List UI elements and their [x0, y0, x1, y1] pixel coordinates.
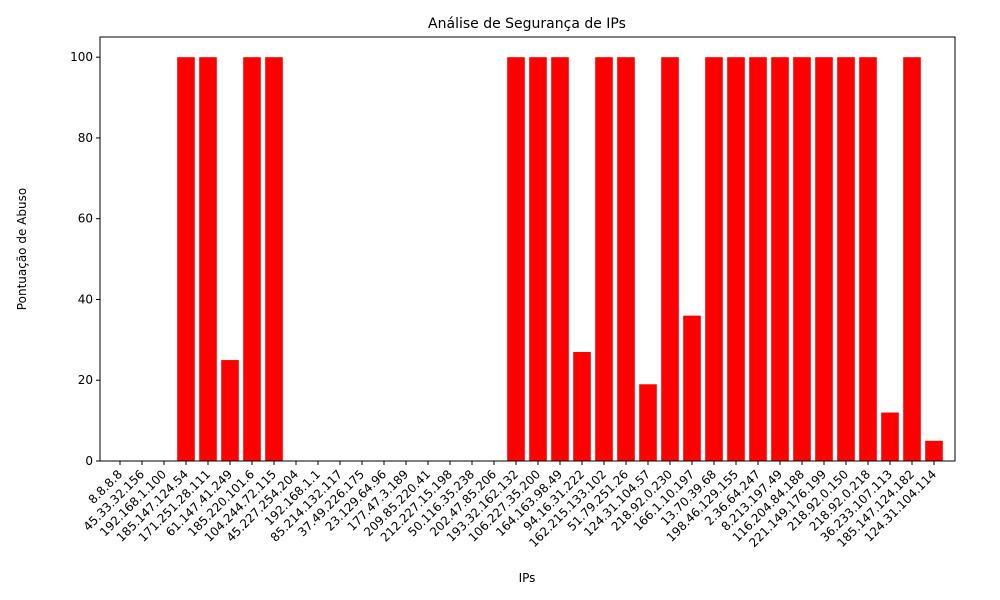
bar	[573, 351, 591, 461]
chart-title: Análise de Segurança de IPs	[428, 16, 626, 32]
bar	[815, 57, 833, 461]
bar	[705, 57, 723, 461]
y-axis-label: Pontuação de Abuso	[15, 188, 29, 310]
bar	[639, 384, 657, 461]
y-tick-label: 100	[70, 50, 93, 64]
bar	[551, 57, 569, 461]
bar	[749, 57, 767, 461]
bar	[881, 412, 899, 461]
bar	[683, 315, 701, 461]
y-tick-label: 20	[78, 373, 93, 387]
y-tick-label: 40	[78, 292, 93, 306]
y-tick-label: 60	[78, 212, 93, 226]
bar	[903, 57, 921, 461]
bar	[529, 57, 547, 461]
y-tick-label: 0	[85, 454, 93, 468]
bar	[221, 360, 239, 461]
bar	[727, 57, 745, 461]
bar	[661, 57, 679, 461]
plot-frame	[99, 36, 956, 462]
bar	[859, 57, 877, 461]
bar	[265, 57, 283, 461]
bar	[617, 57, 635, 461]
bar	[837, 57, 855, 461]
bar	[793, 57, 811, 461]
y-tick-label: 80	[78, 131, 93, 145]
bar	[243, 57, 261, 461]
bar	[507, 57, 525, 461]
bar	[595, 57, 613, 461]
bar	[925, 440, 943, 461]
bar	[199, 57, 217, 461]
bar	[771, 57, 789, 461]
bar	[177, 57, 195, 461]
x-axis-label: IPs	[519, 571, 536, 585]
